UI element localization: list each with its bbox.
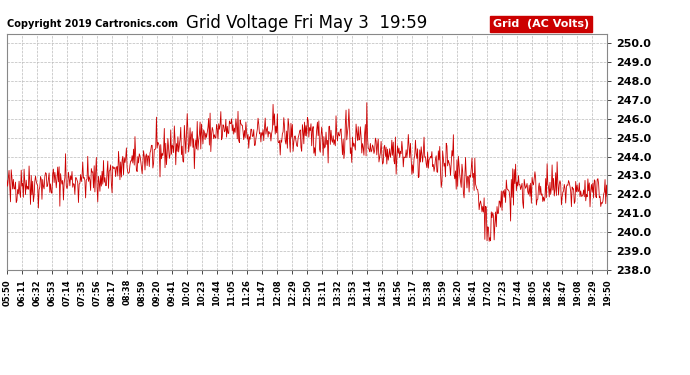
Text: Copyright 2019 Cartronics.com: Copyright 2019 Cartronics.com bbox=[7, 19, 178, 29]
Title: Grid Voltage Fri May 3  19:59: Grid Voltage Fri May 3 19:59 bbox=[186, 14, 428, 32]
Text: Grid  (AC Volts): Grid (AC Volts) bbox=[493, 19, 589, 29]
